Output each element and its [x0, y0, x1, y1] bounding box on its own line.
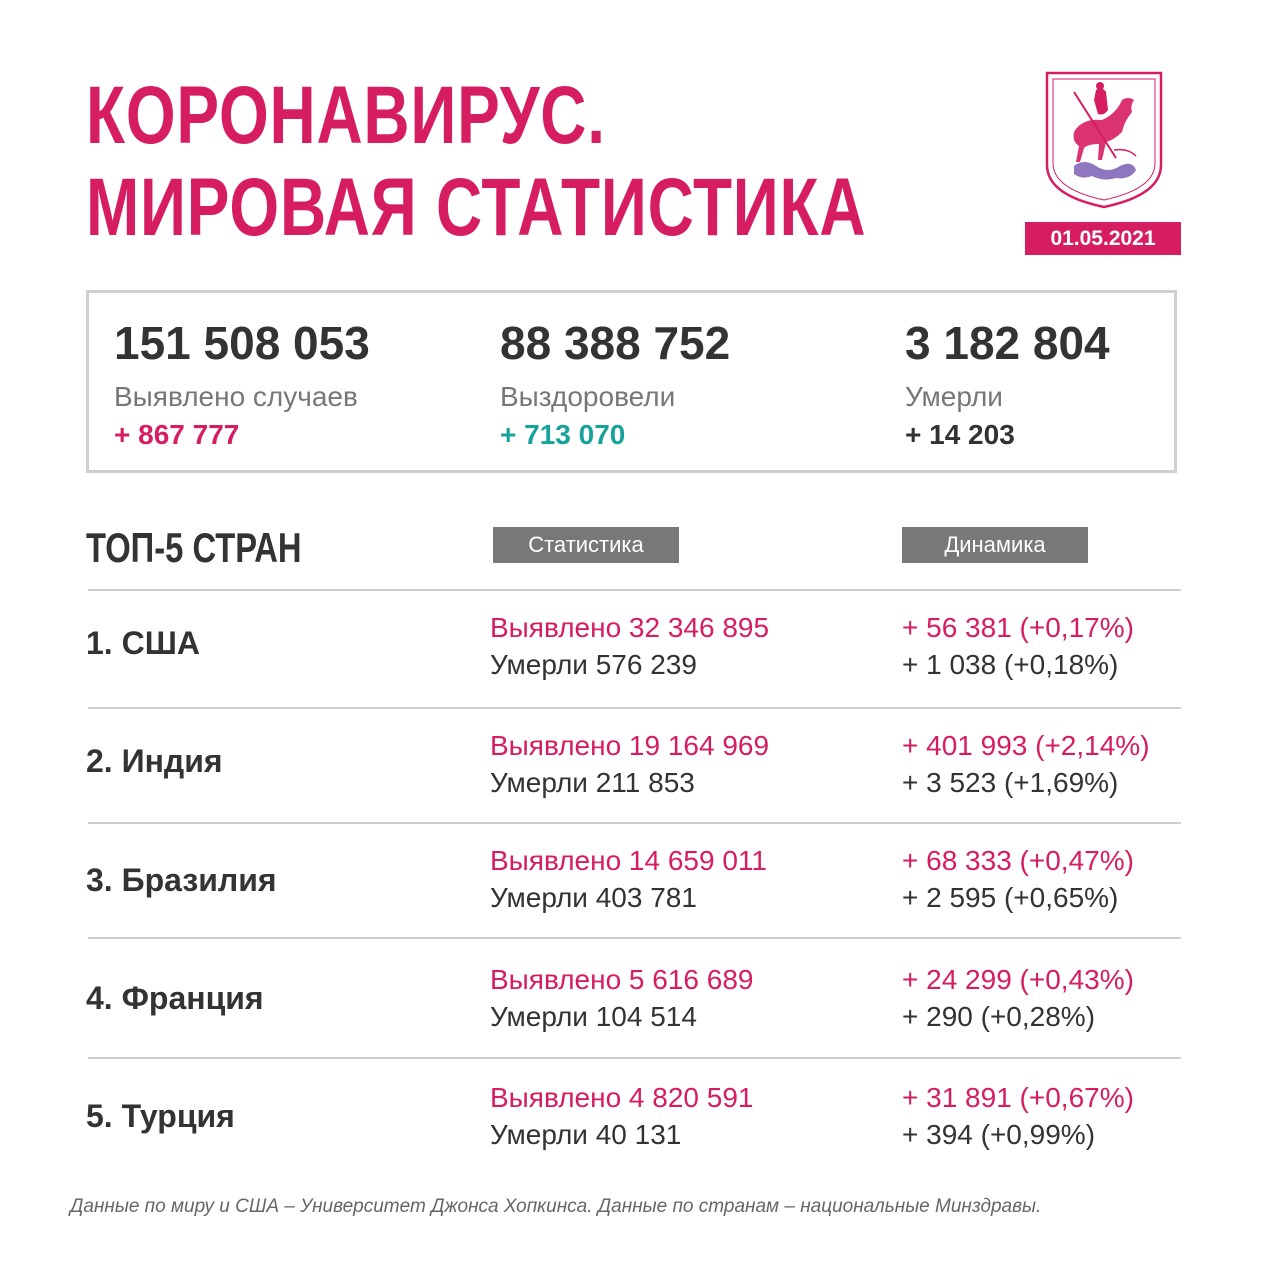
recovered-total: 88 388 752	[500, 317, 731, 369]
country-deaths: Умерли 403 781	[490, 882, 697, 913]
country-cases-delta: + 68 333 (+0,47%)	[902, 845, 1134, 876]
title-line-1: КОРОНАВИРУС.	[86, 70, 606, 161]
country-cases: Выявлено 32 346 895	[490, 612, 770, 643]
country-cases-delta: + 31 891 (+0,67%)	[902, 1082, 1134, 1113]
stat-recovered: 88 388 752 Выздоровели + 713 070	[500, 315, 730, 451]
row-divider	[88, 937, 1181, 939]
country-deaths: Умерли 40 131	[490, 1119, 682, 1150]
cases-total: 151 508 053	[114, 317, 370, 369]
recovered-delta: + 713 070	[500, 419, 626, 450]
country-deaths-delta: + 3 523 (+1,69%)	[902, 767, 1119, 798]
top5-heading: ТОП-5 СТРАН	[86, 524, 302, 571]
date-badge: 01.05.2021	[1025, 222, 1181, 255]
source-footnote: Данные по миру и США – Университет Джонс…	[70, 1196, 1042, 1217]
deaths-label: Умерли	[905, 381, 1003, 412]
country-cases: Выявлено 19 164 969	[490, 730, 770, 761]
country-stats: Выявлено 4 820 591 Умерли 40 131	[490, 1079, 753, 1153]
deaths-total: 3 182 804	[905, 317, 1110, 369]
country-cases: Выявлено 4 820 591	[490, 1082, 754, 1113]
country-stats: Выявлено 5 616 689 Умерли 104 514	[490, 961, 753, 1035]
country-cases: Выявлено 5 616 689	[490, 964, 754, 995]
page-title: КОРОНАВИРУС. МИРОВАЯ СТАТИСТИКА	[86, 70, 866, 254]
column-tag-statistics: Статистика	[493, 527, 679, 563]
row-divider	[88, 589, 1181, 591]
country-dynamics: + 31 891 (+0,67%) + 394 (+0,99%)	[902, 1079, 1134, 1153]
country-stats: Выявлено 14 659 011 Умерли 403 781	[490, 842, 767, 916]
country-name: 1. США	[86, 625, 200, 661]
country-name: 2. Индия	[86, 743, 223, 779]
country-cases: Выявлено 14 659 011	[490, 845, 767, 876]
country-deaths: Умерли 211 853	[490, 767, 695, 798]
country-dynamics: + 24 299 (+0,43%) + 290 (+0,28%)	[902, 961, 1134, 1035]
country-dynamics: + 68 333 (+0,47%) + 2 595 (+0,65%)	[902, 842, 1134, 916]
country-deaths-delta: + 1 038 (+0,18%)	[902, 649, 1119, 680]
column-tag-dynamics: Динамика	[902, 527, 1088, 563]
country-name: 3. Бразилия	[86, 862, 277, 898]
country-cases-delta: + 56 381 (+0,17%)	[902, 612, 1134, 643]
country-dynamics: + 56 381 (+0,17%) + 1 038 (+0,18%)	[902, 609, 1134, 683]
cases-label: Выявлено случаев	[114, 381, 358, 412]
country-deaths: Умерли 104 514	[490, 1001, 697, 1032]
country-name: 4. Франция	[86, 980, 264, 1016]
country-deaths-delta: + 394 (+0,99%)	[902, 1119, 1096, 1150]
stat-deaths: 3 182 804 Умерли + 14 203	[905, 315, 1110, 451]
cases-delta: + 867 777	[114, 419, 240, 450]
country-dynamics: + 401 993 (+2,14%) + 3 523 (+1,69%)	[902, 727, 1150, 801]
recovered-label: Выздоровели	[500, 381, 676, 412]
country-stats: Выявлено 32 346 895 Умерли 576 239	[490, 609, 769, 683]
country-cases-delta: + 24 299 (+0,43%)	[902, 964, 1134, 995]
stat-cases: 151 508 053 Выявлено случаев + 867 777	[114, 315, 370, 451]
country-deaths-delta: + 2 595 (+0,65%)	[902, 882, 1119, 913]
country-cases-delta: + 401 993 (+2,14%)	[902, 730, 1150, 761]
country-stats: Выявлено 19 164 969 Умерли 211 853	[490, 727, 769, 801]
country-name: 5. Турция	[86, 1098, 235, 1134]
country-deaths-delta: + 290 (+0,28%)	[902, 1001, 1096, 1032]
row-divider	[88, 822, 1181, 824]
row-divider	[88, 707, 1181, 709]
title-line-2: МИРОВАЯ СТАТИСТИКА	[86, 162, 867, 253]
moscow-coat-of-arms-icon	[1044, 70, 1164, 210]
row-divider	[88, 1057, 1181, 1059]
country-deaths: Умерли 576 239	[490, 649, 697, 680]
deaths-delta: + 14 203	[905, 419, 1015, 450]
summary-box: 151 508 053 Выявлено случаев + 867 777 8…	[86, 290, 1177, 473]
